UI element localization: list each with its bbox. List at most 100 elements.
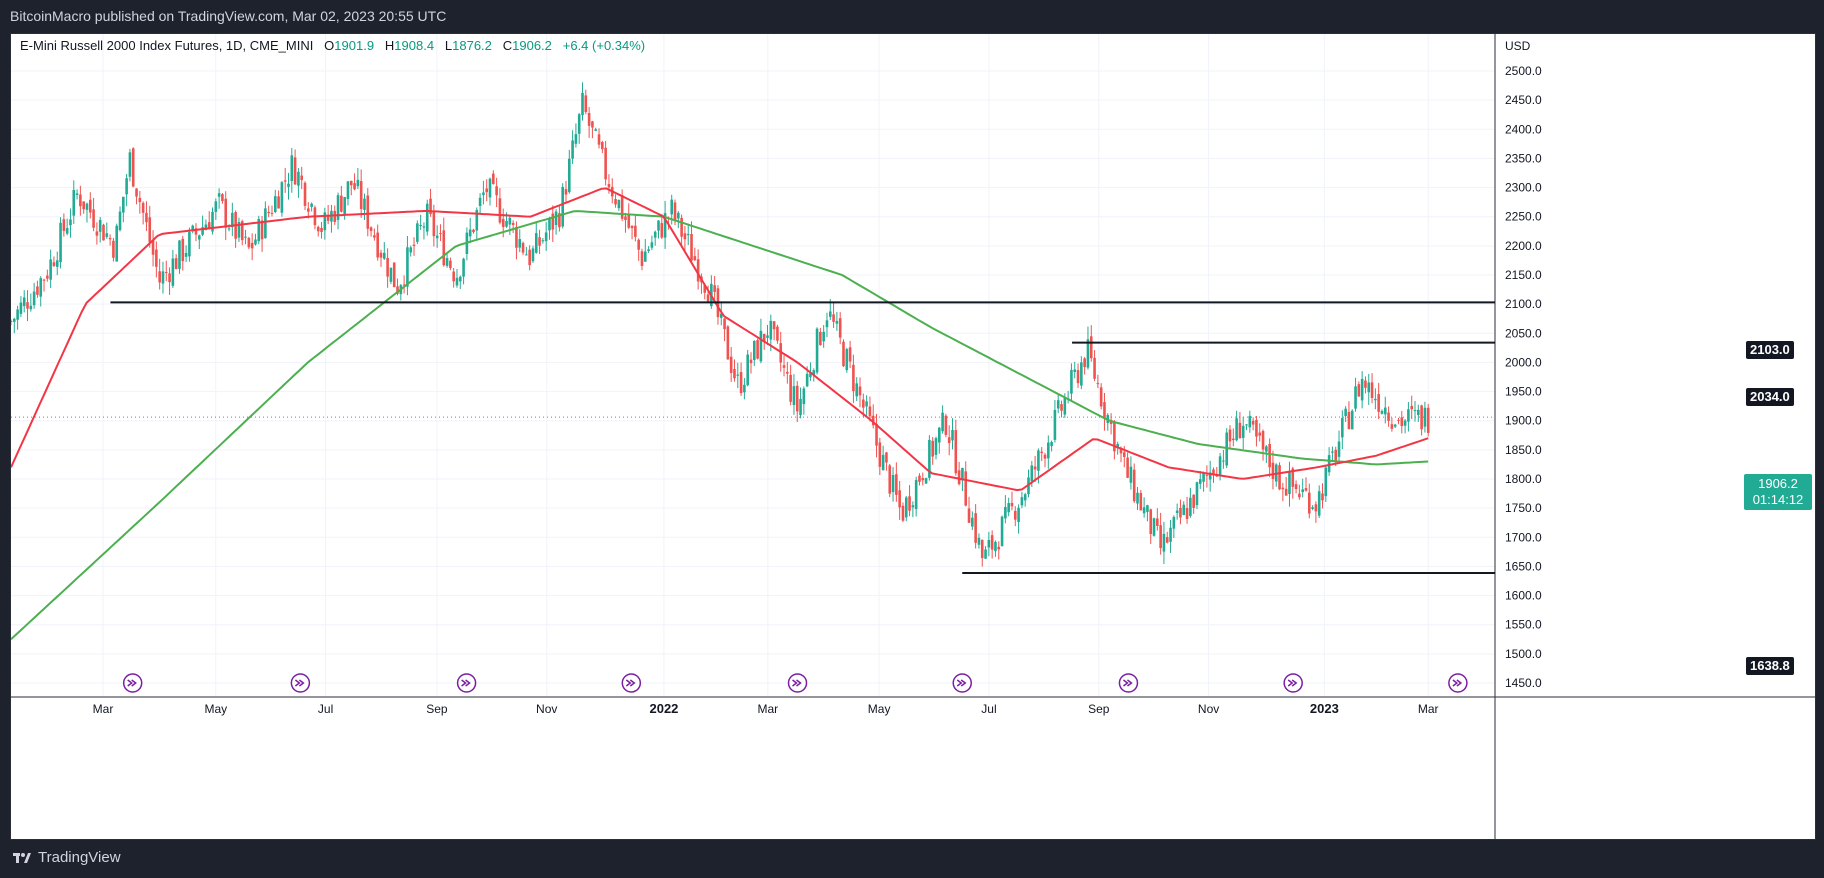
candle-body [782, 365, 786, 368]
candle-body [534, 233, 538, 253]
candle-body [971, 517, 974, 527]
candle-body [845, 349, 849, 371]
candle-body [379, 252, 383, 258]
candle-body [221, 194, 224, 202]
candle-body [270, 212, 274, 214]
event-icon[interactable] [456, 673, 477, 693]
candle-body [1248, 415, 1252, 428]
event-arrow [792, 679, 802, 687]
countdown-value: 01:14:12 [1752, 492, 1804, 507]
y-tick-label: 2100.0 [1505, 297, 1542, 311]
candle-body [1364, 380, 1367, 388]
candle-body [439, 233, 442, 235]
event-icon[interactable] [621, 673, 642, 693]
candle-body [452, 271, 455, 282]
candle-body [1423, 407, 1427, 427]
candle-body [36, 286, 39, 295]
candle-body [16, 309, 19, 320]
candle-body [961, 467, 964, 481]
high-label: H [384, 38, 395, 53]
candle-body [383, 252, 386, 259]
candle-body [171, 258, 175, 286]
grid [11, 34, 1495, 696]
candle-body [643, 251, 647, 262]
candle-body [425, 203, 429, 232]
y-tick-label: 1750.0 [1505, 501, 1542, 515]
candle-body [498, 198, 502, 223]
y-tick-label: 2150.0 [1505, 268, 1542, 282]
candle-body [1175, 510, 1179, 514]
candle-body [1050, 442, 1053, 447]
candle-body [122, 196, 125, 213]
candle-body [838, 318, 842, 338]
candle-body [194, 228, 198, 235]
event-icon[interactable] [1448, 673, 1468, 693]
candle-body [729, 356, 733, 373]
candle-body [624, 216, 627, 221]
candle-body [1334, 449, 1338, 461]
price-chart[interactable]: USD 1450.0 1500.0 1550.0 1600.0 1650.0 1700.0 1… [11, 34, 1815, 839]
candle-body [148, 217, 152, 243]
candle-body [310, 203, 313, 207]
x-tick-label: May [204, 702, 227, 716]
x-tick-label: Nov [1198, 702, 1219, 716]
candle-body [941, 412, 944, 432]
candle-body [19, 302, 23, 314]
candle-body [492, 173, 495, 184]
chart-frame[interactable]: USD 1450.0 1500.0 1550.0 1600.0 1650.0 1700.0 1… [10, 33, 1816, 840]
event-icon[interactable] [290, 673, 311, 693]
candle-body [617, 199, 621, 209]
candle-body [908, 496, 911, 511]
candle-body [581, 92, 584, 116]
candle-body [1159, 525, 1162, 549]
candle-body [786, 371, 789, 374]
candle-body [865, 401, 868, 407]
event-icon[interactable] [122, 673, 143, 693]
event-icon[interactable] [787, 673, 808, 693]
candle-body [164, 271, 168, 273]
candle-body [1324, 467, 1328, 497]
candle-body [1179, 507, 1182, 518]
event-icon[interactable] [1283, 673, 1303, 693]
candle-body [584, 95, 588, 113]
candle-body [247, 237, 251, 248]
candle-body [1126, 457, 1129, 478]
candle-body [201, 227, 204, 235]
candle-body [558, 213, 561, 228]
candle-body [1258, 432, 1262, 436]
candle-body [1063, 398, 1067, 415]
candle-body [1383, 407, 1387, 415]
candle-body [1053, 409, 1057, 440]
candle-body [564, 189, 568, 195]
footer-bar: TradingView [0, 838, 1824, 878]
y-tick-label: 1500.0 [1505, 647, 1542, 661]
x-tick-label: Mar [758, 702, 779, 716]
candle-body [505, 220, 508, 227]
last-price-value: 1906.2 [1758, 476, 1798, 491]
candle-body [151, 240, 155, 255]
candle-body [1192, 494, 1195, 508]
candle-body [1407, 409, 1410, 422]
candle-body [42, 279, 46, 281]
candle-body [521, 242, 525, 253]
published-text: BitcoinMacro published on TradingView.co… [10, 8, 447, 24]
candle-body [39, 278, 43, 297]
candle-body [591, 121, 594, 128]
candle-body [1129, 466, 1133, 483]
candle-body [677, 212, 680, 219]
candle-body [445, 258, 449, 266]
candle-body [1146, 505, 1149, 512]
published-header: BitcoinMacro published on TradingView.co… [0, 0, 1824, 33]
candle-body [567, 158, 571, 193]
event-icon[interactable] [1118, 673, 1139, 693]
candle-body [1099, 387, 1103, 407]
candle-body [188, 231, 191, 257]
candle-body [1113, 421, 1116, 452]
event-icon[interactable] [952, 673, 972, 693]
candle-body [911, 505, 915, 508]
candle-body [273, 196, 277, 213]
event-arrow [1287, 679, 1298, 687]
candle-body [323, 212, 327, 231]
candle-body [501, 218, 505, 228]
candle-body [478, 197, 482, 207]
